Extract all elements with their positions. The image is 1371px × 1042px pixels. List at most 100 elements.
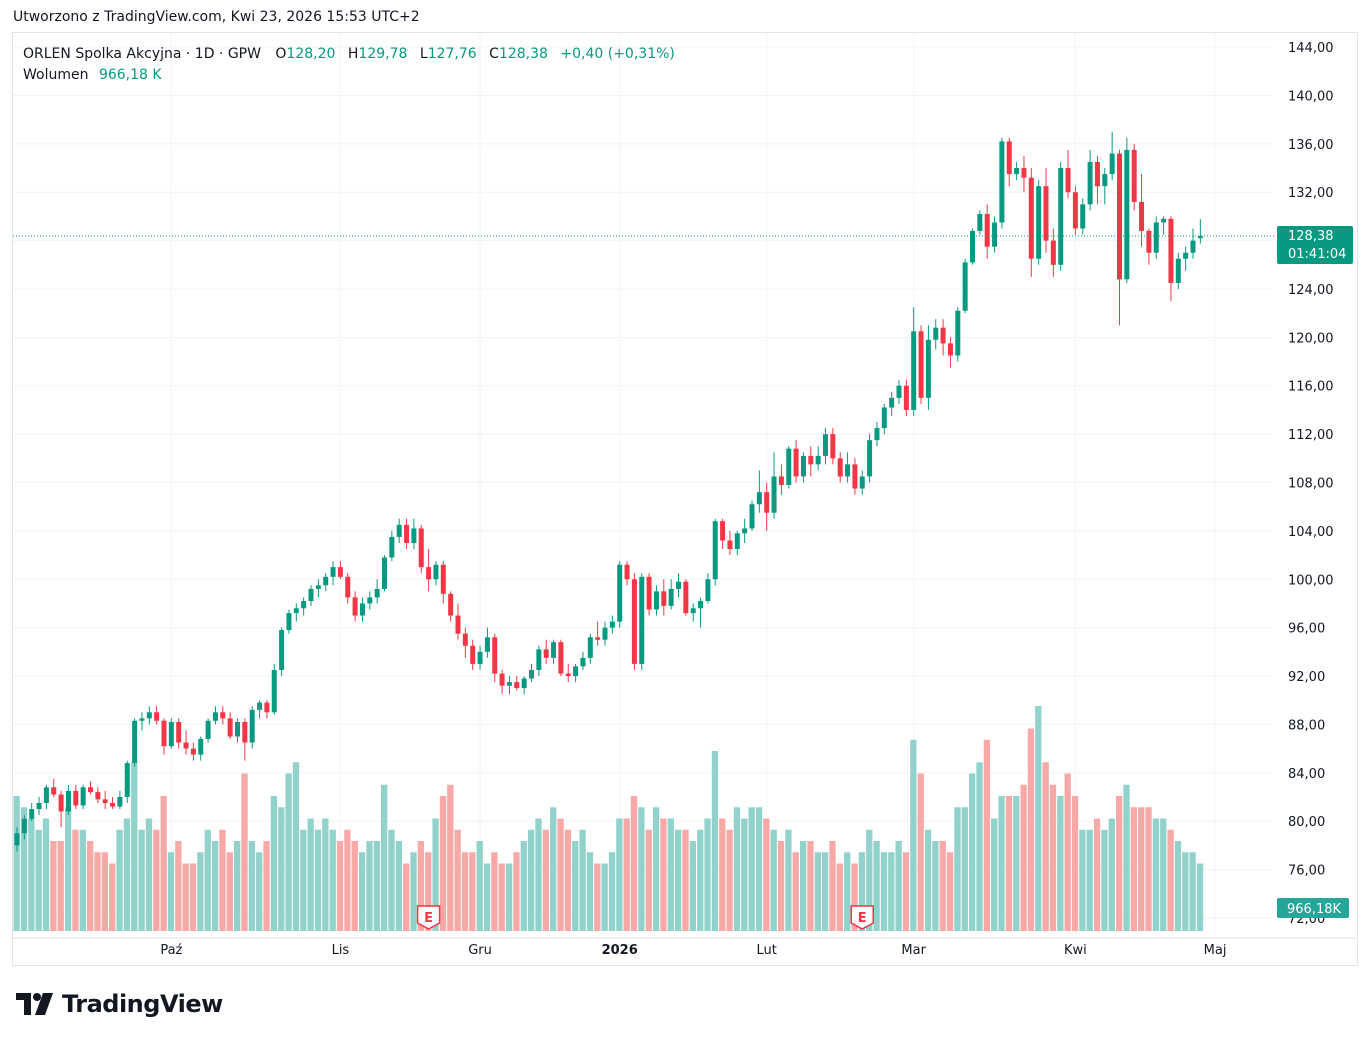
candle-body	[21, 818, 27, 834]
candle-body	[955, 310, 961, 356]
volume-bar	[998, 796, 1005, 931]
candle-body	[940, 327, 946, 344]
volume-bar	[1042, 762, 1049, 931]
candle-body	[110, 803, 116, 807]
candle-body	[529, 669, 534, 679]
volume-bar	[792, 852, 799, 931]
volume-bar	[924, 829, 932, 931]
last-price-tag-price: 128,38	[1288, 229, 1334, 244]
candle-body	[462, 633, 468, 646]
candle-body	[1080, 204, 1086, 229]
y-tick-label: 92,00	[1288, 670, 1325, 685]
candle-body	[58, 794, 64, 812]
candle-body	[1124, 149, 1130, 280]
volume-value: 966,18 K	[98, 67, 162, 83]
candle-body	[345, 576, 351, 598]
volume-bar	[1013, 796, 1020, 931]
volume-bar	[866, 829, 873, 931]
candle-body	[448, 593, 454, 616]
candle-body	[617, 564, 623, 622]
candle-body	[668, 588, 674, 606]
volume-bar	[601, 863, 608, 931]
volume-bar	[116, 829, 123, 931]
candle-body	[1139, 201, 1145, 231]
y-tick-label: 112,00	[1288, 428, 1334, 443]
last-price-tag-bg	[1277, 226, 1353, 265]
volume-bar	[197, 852, 204, 931]
volume-bar	[175, 841, 182, 931]
volume-bar	[292, 762, 300, 931]
volume-bar	[329, 829, 336, 931]
volume-bar	[991, 818, 998, 931]
y-tick-label: 88,00	[1288, 718, 1325, 733]
earnings-marker-shape	[416, 905, 441, 930]
volume-bar	[726, 829, 733, 931]
volume-bar	[785, 829, 792, 931]
candle-body	[845, 464, 851, 477]
volume-bar	[145, 818, 153, 931]
brand-name: TradingView	[62, 990, 223, 1018]
volume-bar	[719, 818, 726, 931]
volume-bar	[895, 841, 902, 931]
volume-bar	[131, 762, 138, 931]
volume-bar	[491, 852, 498, 931]
candle-body	[337, 567, 343, 577]
volume-bar	[138, 829, 145, 931]
candle-body	[551, 642, 557, 658]
candle-body	[374, 588, 380, 598]
y-tick-label: 84,00	[1288, 767, 1325, 782]
volume-bar	[946, 852, 954, 931]
volume-bar	[263, 841, 270, 931]
y-tick-label: 132,00	[1288, 186, 1334, 201]
y-tick-label: 100,00	[1288, 573, 1334, 588]
volume-bar	[1196, 863, 1204, 931]
volume-bar	[439, 796, 447, 931]
candle-body	[536, 649, 542, 670]
candle-body	[301, 601, 307, 609]
candle-body	[14, 833, 20, 846]
volume-bar	[461, 852, 469, 931]
volume-bar	[608, 852, 616, 931]
volume-bar	[550, 807, 557, 931]
volume-bar	[160, 796, 167, 931]
candle-body	[477, 651, 483, 664]
brand-logo[interactable]: TradingView	[16, 990, 223, 1018]
volume-bar	[939, 841, 946, 931]
symbol-info[interactable]: ORLEN Spolka Akcyjna · 1D · GPW	[23, 46, 261, 62]
volume-bar	[234, 841, 241, 931]
x-tick-label: Lis	[332, 943, 350, 958]
candle-body	[212, 712, 218, 721]
candle-body	[279, 630, 285, 670]
volume-bar	[50, 841, 57, 931]
candle-body	[426, 567, 432, 580]
volume-bar	[57, 841, 64, 931]
candle-body	[962, 262, 968, 311]
tradingview-logo-icon	[16, 993, 53, 1015]
candle-body	[264, 702, 270, 713]
volume-bar	[799, 841, 807, 931]
candle-body	[1190, 240, 1196, 253]
y-tick-label: 96,00	[1288, 622, 1325, 637]
volume-bar	[410, 852, 417, 931]
candle-body	[154, 712, 160, 721]
volume-bar	[358, 852, 366, 931]
volume-label[interactable]: Wolumen	[23, 67, 89, 83]
y-tick-label: 104,00	[1288, 525, 1334, 540]
candle-body	[587, 637, 593, 658]
price-axis: 72,0076,0080,0084,0088,0092,0096,00100,0…	[1288, 41, 1334, 927]
volume-bar	[660, 818, 667, 931]
x-tick-label: Maj	[1204, 943, 1227, 958]
candle-body	[815, 455, 821, 465]
candle-body	[404, 524, 410, 543]
volume-bar	[711, 751, 719, 931]
candle-body	[573, 666, 579, 677]
candle-body	[911, 331, 917, 410]
candle-body	[903, 385, 909, 410]
volume-bar	[1086, 829, 1093, 931]
candle-body	[1175, 258, 1181, 283]
volume-bar	[910, 739, 917, 931]
volume-bar	[425, 852, 432, 931]
volume-bar	[961, 807, 968, 931]
